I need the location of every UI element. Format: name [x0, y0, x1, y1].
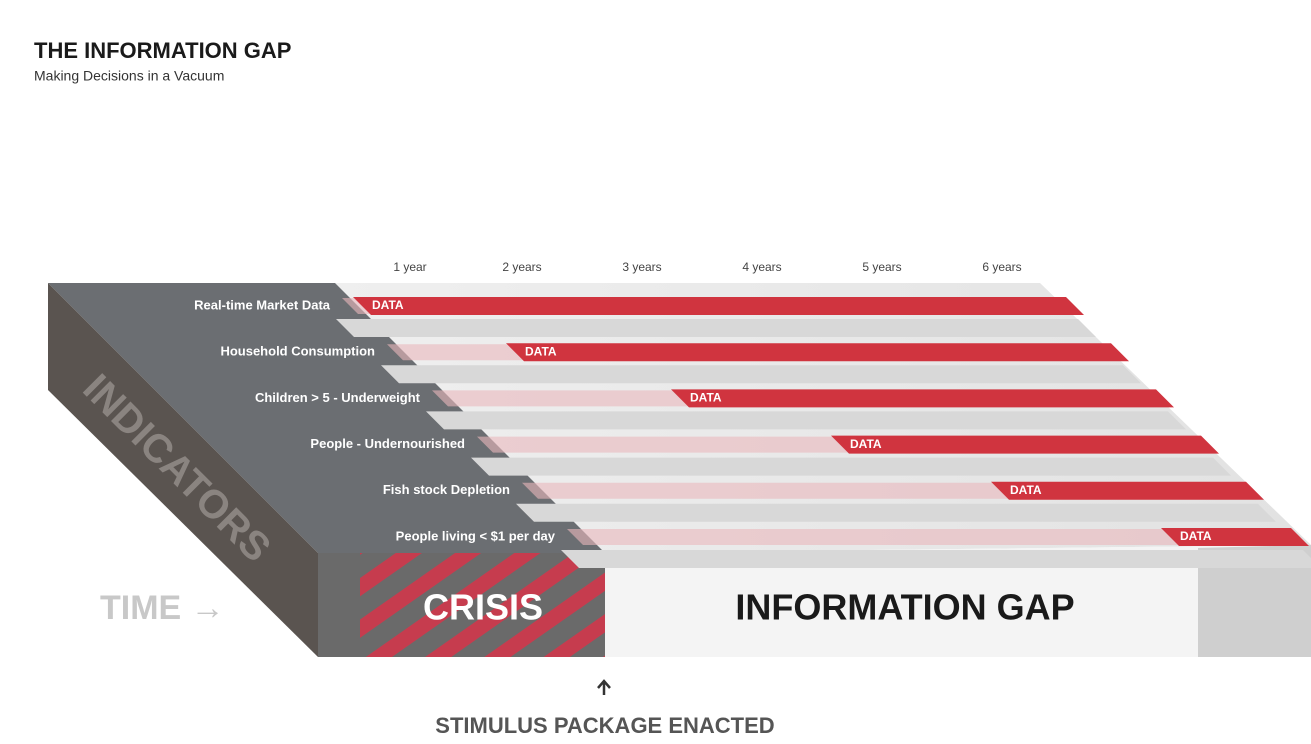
block-top	[48, 283, 605, 553]
indicator-label: Children > 5 - Underweight	[255, 390, 421, 405]
year-label: 5 years	[862, 260, 901, 274]
data-bar	[1161, 528, 1309, 546]
indicator-label: Fish stock Depletion	[383, 482, 510, 497]
row-band	[426, 411, 1186, 430]
row-pending	[432, 390, 688, 407]
crisis-label: CRISIS	[423, 587, 543, 628]
year-label: 4 years	[742, 260, 781, 274]
indicator-label: People living < $1 per day	[396, 528, 556, 543]
subtitle: Making Decisions in a Vacuum	[34, 68, 224, 84]
year-label: 2 years	[502, 260, 541, 274]
footer-label: STIMULUS PACKAGE ENACTED	[435, 713, 774, 738]
year-label: 3 years	[622, 260, 661, 274]
data-bar	[671, 389, 1174, 408]
row-band	[471, 457, 1231, 476]
row-band	[561, 550, 1311, 568]
indicator-label: Household Consumption	[220, 344, 375, 359]
crisis-area	[360, 553, 605, 657]
floor-front	[605, 545, 1311, 657]
row-pending	[387, 344, 523, 361]
data-label: DATA	[525, 344, 557, 358]
data-label: DATA	[850, 437, 882, 451]
row-pending	[567, 529, 1178, 545]
data-label: DATA	[690, 391, 722, 405]
data-label: DATA	[372, 298, 404, 312]
time-label: TIME →	[100, 589, 225, 627]
row-band	[336, 319, 1096, 337]
indicator-label: Real-time Market Data	[194, 297, 331, 312]
year-label: 6 years	[982, 260, 1021, 274]
title: THE INFORMATION GAP	[34, 38, 291, 63]
gap-label: INFORMATION GAP	[735, 587, 1074, 628]
row-pending	[477, 436, 848, 453]
year-label: 1 year	[393, 260, 426, 274]
floor-end	[1198, 545, 1311, 657]
row-band	[516, 503, 1276, 522]
data-bar	[831, 435, 1219, 454]
data-bar	[353, 297, 1084, 315]
data-bar	[991, 481, 1264, 500]
data-bar	[506, 343, 1129, 362]
data-label: DATA	[1180, 529, 1212, 543]
row-band	[381, 365, 1141, 384]
row-pending	[522, 482, 1008, 499]
row-pending	[342, 298, 370, 314]
indicator-label: People - Undernourished	[310, 436, 465, 451]
up-arrow	[597, 679, 611, 695]
data-label: DATA	[1010, 483, 1042, 497]
block-side	[48, 283, 318, 657]
